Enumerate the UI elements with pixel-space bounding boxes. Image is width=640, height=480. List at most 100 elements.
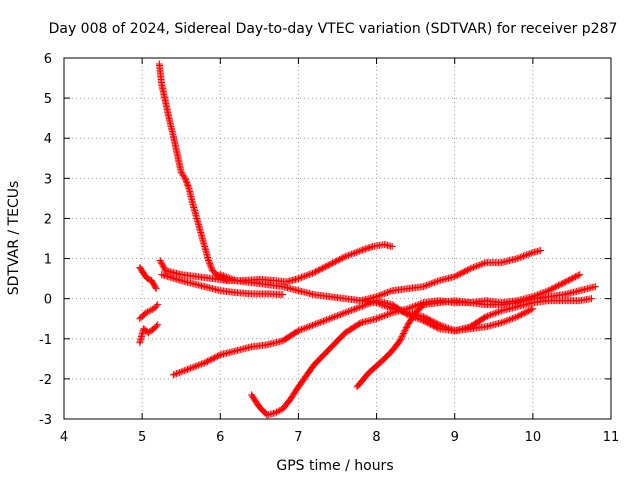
data-point — [230, 276, 238, 284]
data-point — [379, 312, 387, 320]
data-point — [515, 312, 523, 320]
data-point — [519, 252, 527, 260]
data-point — [563, 277, 571, 285]
data-point — [562, 278, 570, 286]
data-point — [145, 307, 153, 315]
data-point — [499, 318, 507, 326]
data-point — [181, 174, 189, 182]
data-point — [336, 255, 344, 263]
data-point — [330, 258, 338, 266]
data-point — [384, 288, 392, 296]
data-point — [367, 243, 375, 251]
data-point — [448, 326, 456, 334]
data-point — [293, 328, 301, 336]
data-point — [349, 250, 357, 258]
data-point — [361, 245, 369, 253]
data-point — [569, 274, 577, 282]
data-point — [409, 303, 417, 311]
data-point — [516, 253, 524, 261]
data-point — [571, 273, 579, 281]
data-point — [279, 291, 287, 299]
data-point — [399, 331, 407, 339]
data-point — [423, 281, 431, 289]
data-point — [547, 285, 555, 293]
data-point — [432, 278, 440, 286]
y-tick-label: 6 — [44, 52, 52, 67]
data-point — [158, 259, 166, 267]
data-point — [337, 311, 345, 319]
data-point — [515, 254, 523, 262]
data-point — [354, 248, 362, 256]
data-point — [388, 243, 396, 251]
data-point — [398, 332, 406, 340]
data-point — [556, 281, 564, 289]
data-point — [327, 314, 335, 322]
data-point — [374, 299, 382, 307]
data-point — [273, 408, 281, 416]
data-point — [566, 276, 574, 284]
data-point — [329, 314, 337, 322]
data-point — [323, 262, 331, 270]
y-tick-label: -1 — [39, 333, 52, 348]
plot-frame — [63, 57, 612, 420]
data-point — [523, 308, 531, 316]
data-point — [207, 264, 215, 272]
data-point — [434, 320, 442, 328]
data-point — [209, 354, 217, 362]
data-point — [343, 252, 351, 260]
data-point — [316, 266, 324, 274]
data-point — [202, 358, 210, 366]
data-point — [482, 313, 490, 321]
data-point — [326, 261, 334, 269]
data-point — [144, 308, 152, 316]
data-point — [455, 270, 463, 278]
data-point — [574, 271, 582, 279]
data-point — [335, 311, 343, 319]
data-point — [522, 308, 530, 316]
data-point — [493, 309, 501, 317]
data-point — [298, 273, 306, 281]
data-point — [205, 357, 213, 365]
data-point — [412, 302, 420, 310]
data-point — [504, 316, 512, 324]
y-tick-label: -2 — [39, 373, 52, 388]
x-tick-label: 10 — [525, 430, 542, 445]
data-point — [431, 319, 439, 327]
data-point — [382, 311, 390, 319]
data-point — [179, 367, 187, 375]
data-point — [382, 302, 390, 310]
data-point — [221, 272, 229, 280]
data-point — [298, 326, 306, 334]
data-point — [468, 264, 476, 272]
data-point — [587, 295, 595, 303]
data-point — [194, 361, 202, 369]
data-point — [319, 264, 327, 272]
series-arc-2 — [136, 301, 162, 323]
series-arc-4 — [155, 60, 232, 285]
data-point — [171, 370, 179, 378]
data-point — [354, 304, 362, 312]
data-point — [526, 306, 534, 314]
data-point — [517, 311, 525, 319]
data-point — [193, 362, 201, 370]
data-point — [341, 253, 349, 261]
data-point — [352, 304, 360, 312]
data-point — [553, 282, 561, 290]
data-point — [458, 269, 466, 277]
data-point — [348, 250, 356, 258]
data-point — [324, 315, 332, 323]
data-point — [218, 271, 226, 279]
data-point — [310, 269, 318, 277]
data-point — [198, 360, 206, 368]
data-point — [400, 329, 408, 337]
data-point — [307, 270, 315, 278]
data-point — [446, 325, 454, 333]
data-point — [299, 273, 307, 281]
data-point — [349, 306, 357, 314]
x-tick-label: 7 — [294, 430, 302, 445]
data-point — [363, 245, 371, 253]
data-point — [516, 311, 524, 319]
data-point — [443, 324, 451, 332]
data-point — [206, 356, 214, 364]
data-point — [380, 312, 388, 320]
